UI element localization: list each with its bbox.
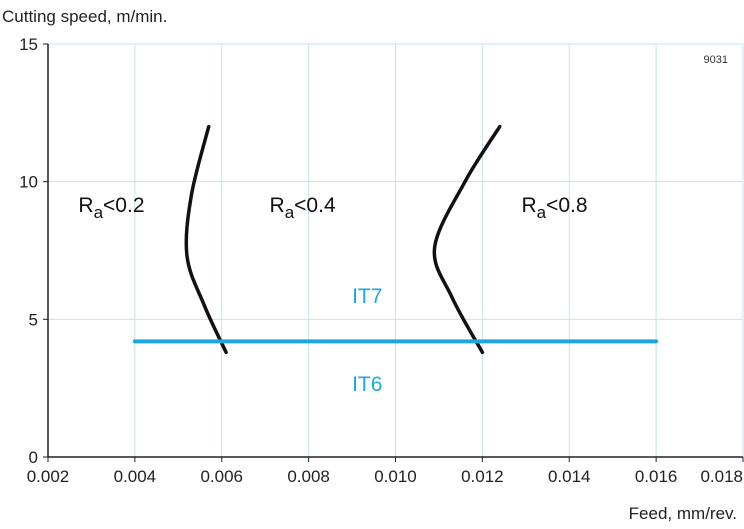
x-tick-label: 0.008 — [287, 467, 330, 486]
x-tick-label: 0.004 — [114, 467, 157, 486]
y-tick-label: 15 — [19, 35, 38, 54]
region-label: Ra<0.2 — [78, 194, 144, 222]
tolerance-label: IT6 — [352, 373, 382, 396]
grid — [48, 43, 744, 457]
annotation-labels: Ra<0.2 Ra<0.4 Ra<0.8 IT7 IT6 — [78, 194, 587, 396]
y-tick-label: 10 — [19, 173, 38, 192]
x-tick-label: 0.002 — [27, 467, 70, 486]
y-tick-label: 5 — [29, 310, 38, 329]
x-axis-title: Feed, mm/rev. — [629, 504, 737, 523]
x-tick-label: 0.016 — [635, 467, 678, 486]
y-tick-label: 0 — [29, 448, 38, 467]
tolerance-label: IT7 — [352, 285, 382, 308]
series-group — [132, 124, 659, 355]
x-tick-label: 0.012 — [461, 467, 504, 486]
series-curve-2 — [432, 124, 502, 355]
region-label: Ra<0.8 — [521, 194, 587, 222]
series-curve-1 — [184, 124, 228, 355]
x-tick-label: 0.018 — [700, 467, 743, 486]
y-tick-labels: 0 5 10 15 — [19, 35, 38, 467]
x-tick-label: 0.010 — [374, 467, 417, 486]
axes — [43, 43, 744, 462]
region-label: Ra<0.4 — [270, 194, 336, 222]
x-tick-label: 0.014 — [548, 467, 591, 486]
x-tick-labels: 0.002 0.004 0.006 0.008 0.010 0.012 0.014 0.016… — [27, 467, 743, 486]
x-tick-label: 0.006 — [200, 467, 243, 486]
y-axis-title: Cutting speed, m/min. — [2, 7, 167, 26]
figure-code: 9031 — [704, 54, 728, 66]
